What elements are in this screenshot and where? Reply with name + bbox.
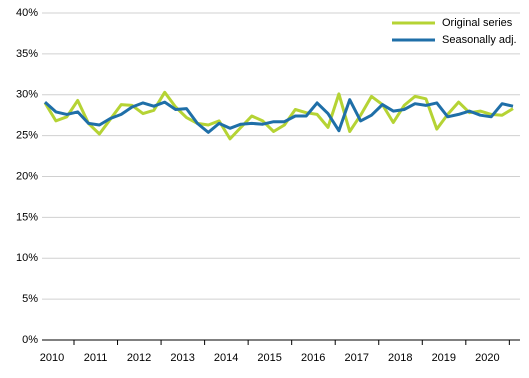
x-tick-label: 2015 [257,352,281,364]
x-tick-label: 2017 [345,352,369,364]
y-tick-label: 40% [16,7,38,19]
data-line [43,90,514,141]
x-tick-label: 2019 [432,352,456,364]
x-tick-label: 2011 [84,352,108,364]
x-tick-label: 2012 [127,352,151,364]
data-line [43,98,514,134]
y-tick-label: 30% [16,89,38,101]
x-tick-label: 2014 [214,352,238,364]
y-tick-label: 10% [16,252,38,264]
y-tick-label: 25% [16,130,38,142]
legend-label: Original series [442,17,513,29]
y-tick-label: 15% [16,211,38,223]
x-tick-label: 2016 [301,352,325,364]
x-tick-label: 2020 [475,352,499,364]
legend-label: Seasonally adj. [442,34,517,46]
x-tick-label: 2010 [40,352,64,364]
y-tick-label: 35% [16,48,38,60]
y-tick-label: 5% [22,293,38,305]
y-tick-label: 0% [22,334,38,346]
x-tick-label: 2018 [388,352,412,364]
y-tick-label: 20% [16,170,38,182]
x-tick-label: 2013 [170,352,194,364]
